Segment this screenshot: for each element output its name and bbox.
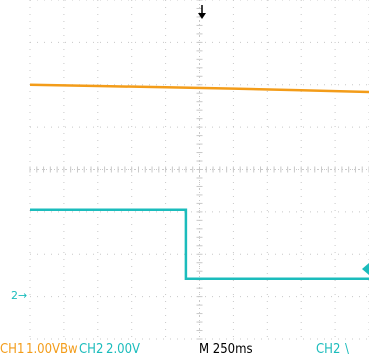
ch2-ground-marker: 2→ — [11, 289, 28, 302]
ch1-label: CH1 — [0, 342, 25, 357]
timebase-value: M 250ms — [199, 342, 253, 357]
trigger-source-label: CH2 — [316, 342, 341, 357]
trace-ch2 — [30, 208, 369, 281]
trigger-slope-icon: \ — [345, 342, 349, 357]
trigger-level-left-triangle-icon — [362, 263, 369, 275]
graticule — [29, 0, 369, 340]
traces — [29, 83, 369, 281]
status-bar: CH1 1.00VBw CH2 2.00V M 250ms CH2 \ — [0, 339, 369, 360]
ch2-label: CH2 — [79, 342, 104, 357]
trigger-position-arrow-icon — [198, 5, 206, 19]
ch2-scale-value: 2.00V — [106, 342, 141, 357]
ch1-scale-value: 1.00VBw — [26, 342, 78, 357]
trace-ch1 — [29, 83, 369, 94]
